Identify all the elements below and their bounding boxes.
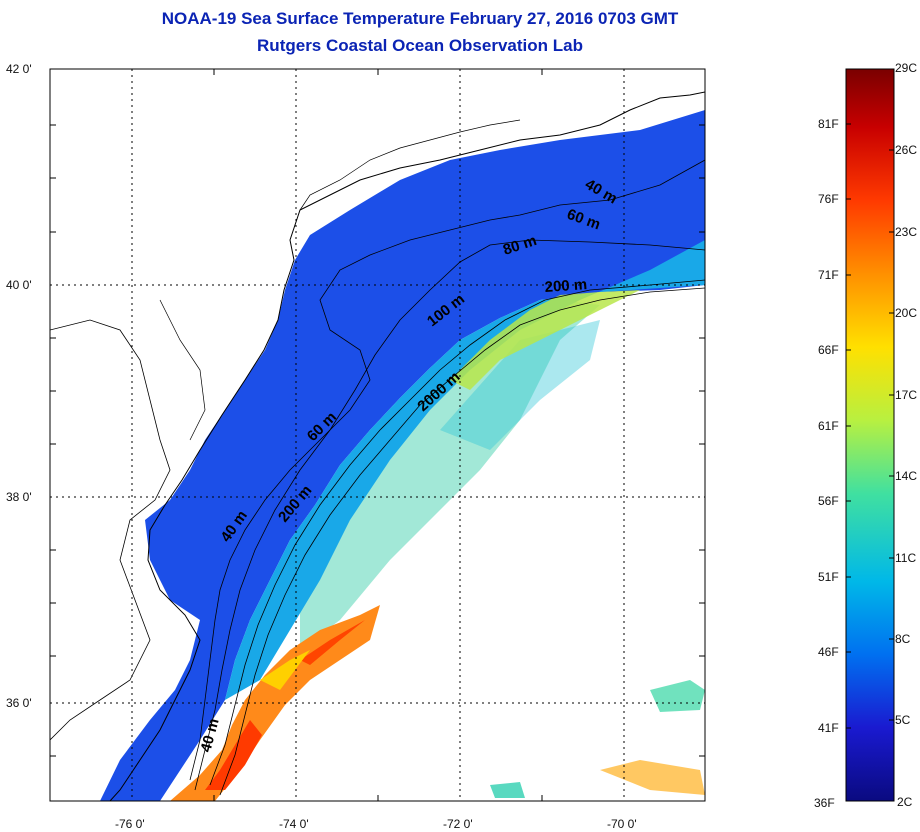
colorbar-f-76: 76F [818,192,839,206]
colorbar-f-41: 41F [818,721,839,735]
colorbar-f-56: 56F [818,494,839,508]
colorbar-c-5: 5C [895,713,911,727]
colorbar-f-36: 36F [814,796,835,810]
coastline [109,91,705,801]
map-title: NOAA-19 Sea Surface Temperature February… [161,9,679,28]
map-panel: 40 m 60 m 80 m 200 m 100 m 2000 m 60 m 2… [50,69,705,801]
colorbar-f-71: 71F [818,268,839,282]
lon-label-74: -74 0' [279,817,309,831]
bathymetry-contours [189,159,705,796]
colorbar-c-20: 20C [895,306,918,320]
colorbar [845,68,895,802]
colorbar-c-26: 26C [895,143,918,157]
lat-label-38: 38 0' [6,490,32,504]
contour-label-200m-north: 200 m [544,276,588,296]
axis-ticks [50,69,705,801]
colorbar-c-8: 8C [895,632,911,646]
lat-label-36: 36 0' [6,696,32,710]
colorbar-f-51: 51F [818,570,839,584]
colorbar-c-29: 29C [895,61,918,75]
colorbar-f-81: 81F [818,117,839,131]
lat-label-42: 42 0' [6,62,32,76]
colorbar-f-66: 66F [818,343,839,357]
lon-label-70: -70 0' [607,817,637,831]
colorbar-c-23: 23C [895,225,918,239]
graticule [50,69,705,801]
colorbar-c-17: 17C [895,388,918,402]
lon-label-76: -76 0' [115,817,145,831]
colorbar-f-61: 61F [818,419,839,433]
colorbar-ticks [846,123,894,729]
map-subtitle: Rutgers Coastal Ocean Observation Lab [257,36,583,55]
colorbar-c-2: 2C [897,795,913,809]
sst-shelf-water [100,110,705,801]
lon-label-72: -72 0' [443,817,473,831]
colorbar-c-11: 11C [895,551,917,565]
colorbar-c-14: 14C [895,469,918,483]
sst-offshore-warm [300,300,600,650]
colorbar-f-46: 46F [818,645,839,659]
lat-label-40: 40 0' [6,278,32,292]
